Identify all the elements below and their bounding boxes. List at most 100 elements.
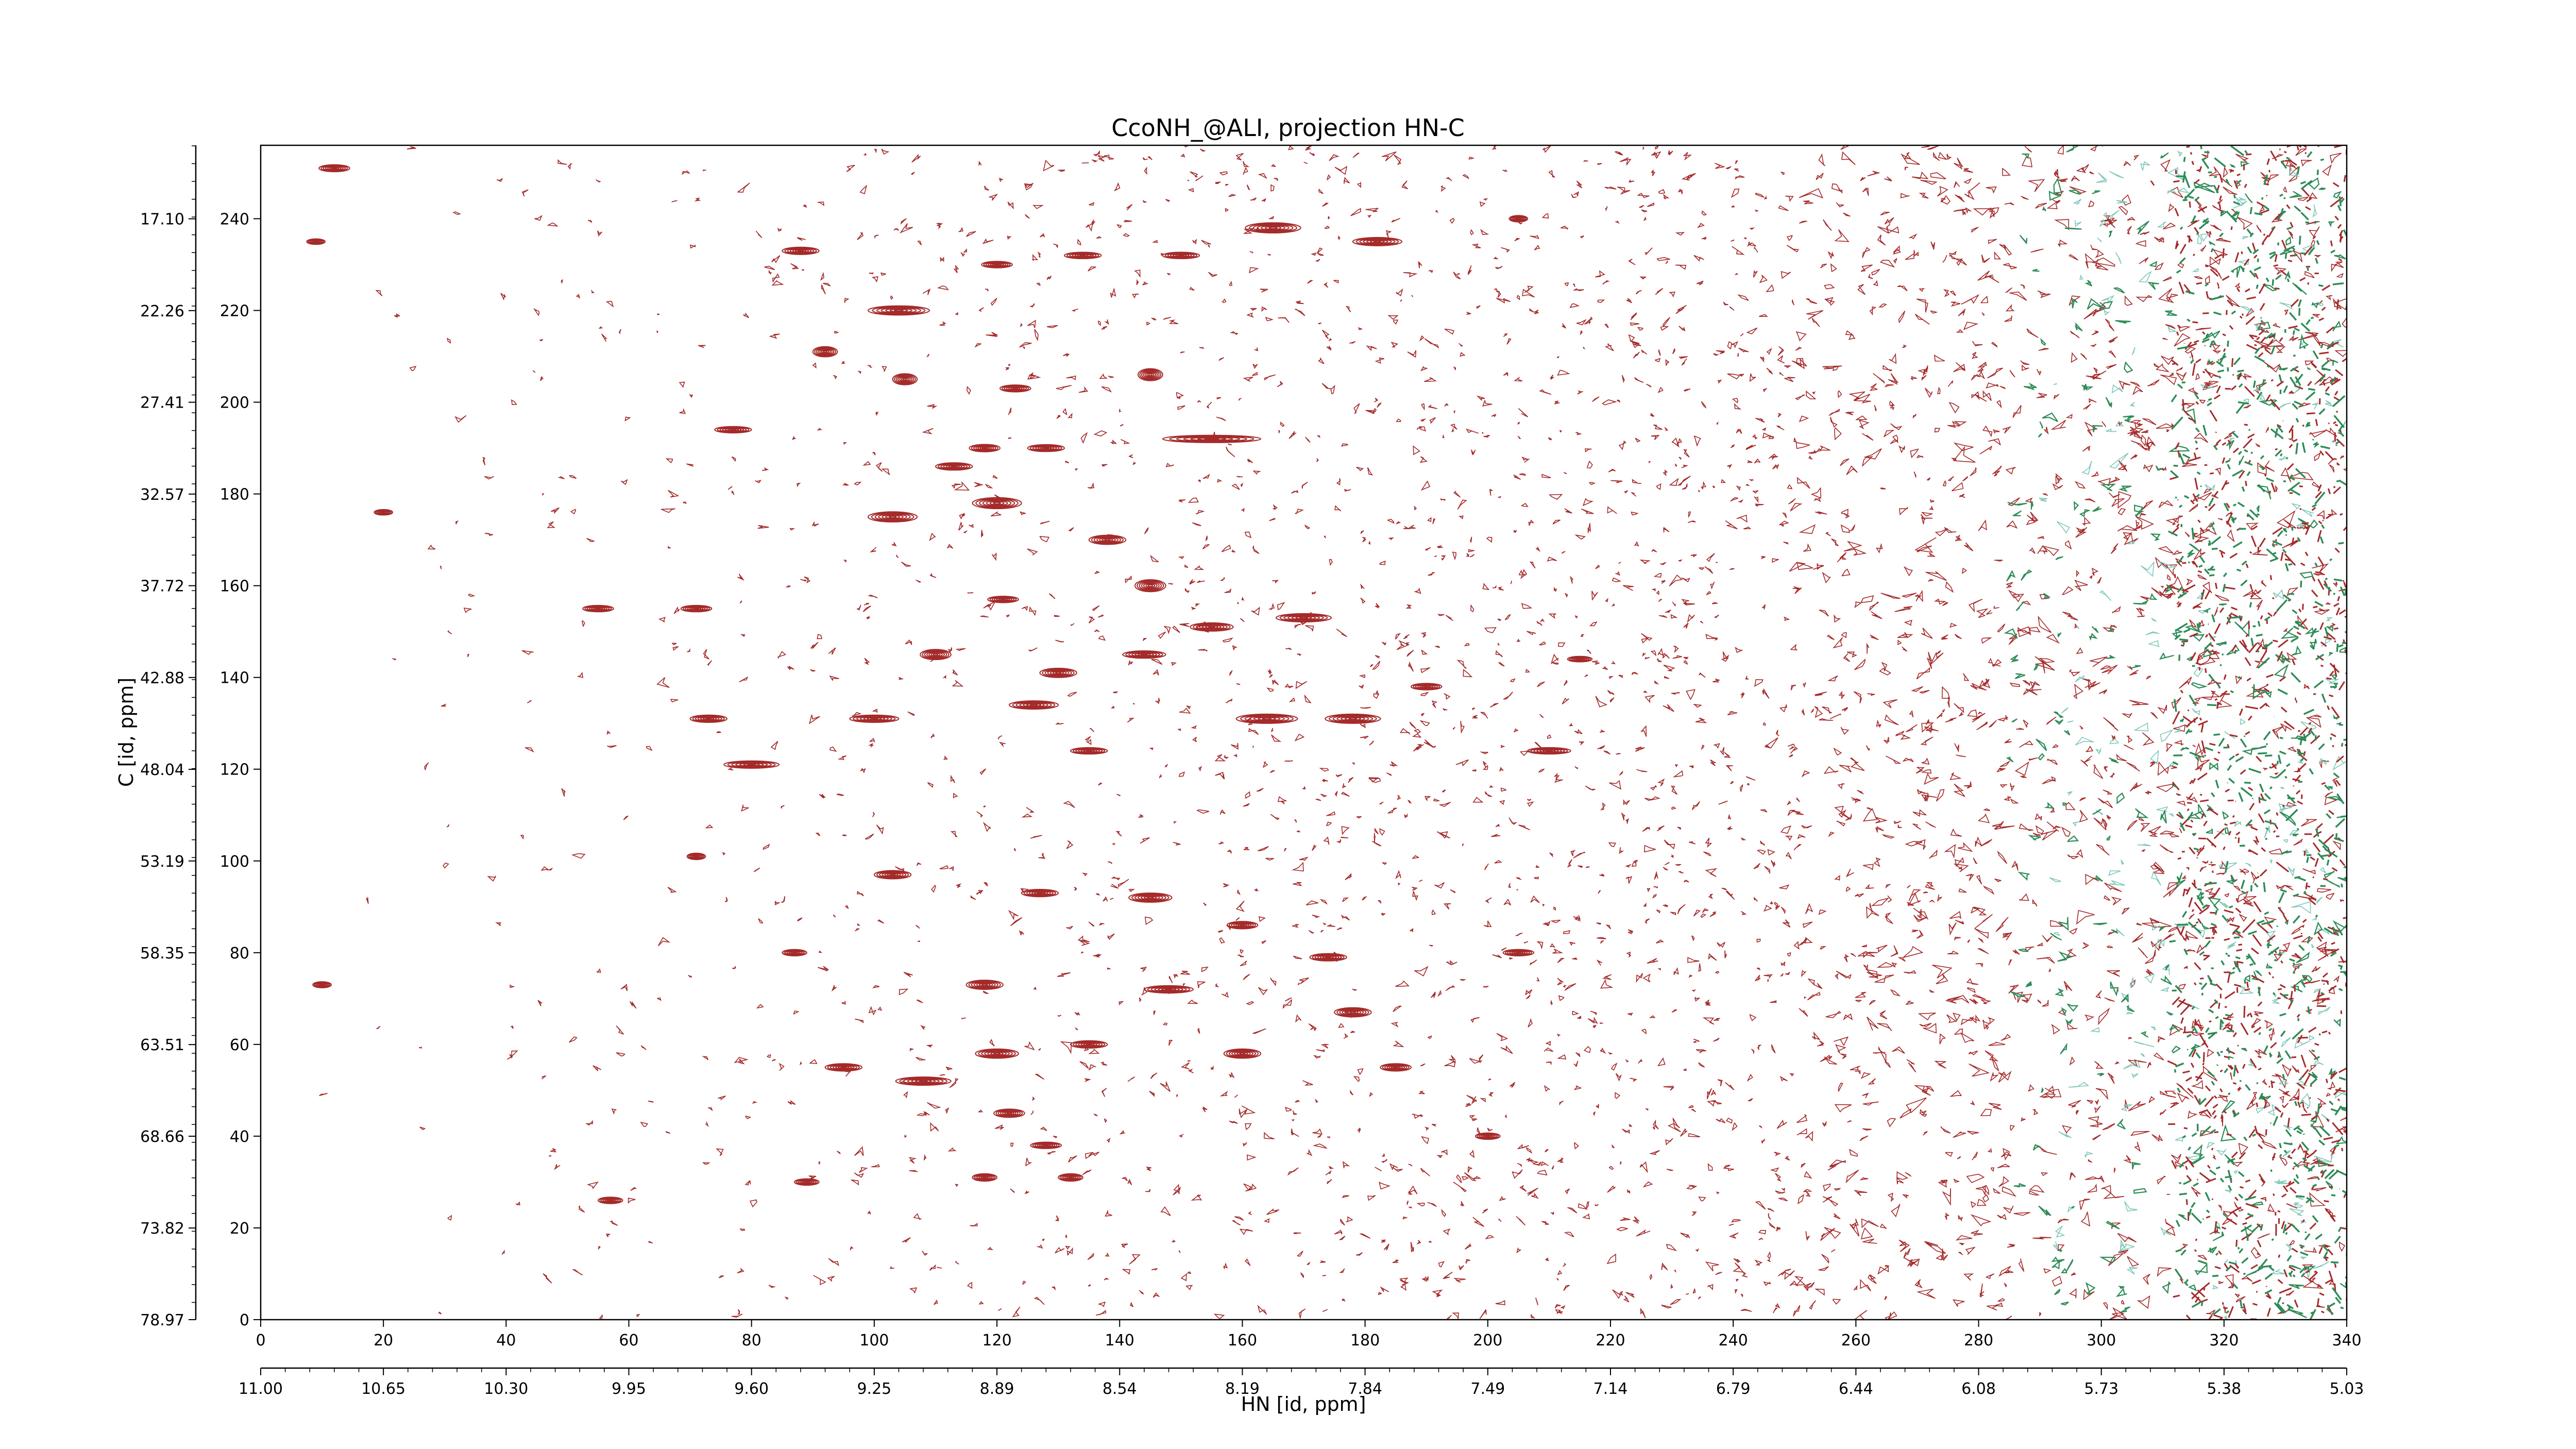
edge-noise-negative [2168, 145, 2347, 1320]
peak-contour-level [782, 246, 820, 255]
peak-contour-level [993, 1108, 1025, 1118]
peak-contour-level [1332, 715, 1374, 723]
peak-contour-level [812, 346, 838, 358]
peak-contour-level [1295, 616, 1312, 620]
peak [1162, 251, 1200, 259]
peak-contour-level [980, 1176, 989, 1179]
peak-contour-level [1325, 713, 1381, 724]
peak-contour-level [930, 652, 941, 656]
peak [993, 1108, 1025, 1118]
peak-contour-level [895, 375, 914, 384]
peak-contour-level [997, 1109, 1021, 1117]
y-ppm-tick-label: 48.04 [140, 761, 184, 779]
peak-contour-level [1231, 1050, 1253, 1057]
peak-contour-level [1567, 655, 1593, 663]
peak [1334, 1007, 1372, 1018]
peak-contour-level [987, 596, 1019, 603]
peak [1162, 434, 1262, 443]
peak-contour-level [1148, 373, 1153, 376]
peak [1380, 1063, 1412, 1072]
peak-contour-level [1322, 955, 1334, 959]
peak-contour-level [374, 509, 394, 516]
peak-contour-level [794, 1178, 820, 1186]
peak-contour-level [705, 717, 712, 720]
peak [1143, 985, 1194, 994]
peak-contour-level [331, 167, 337, 170]
peak-contour-level [1037, 892, 1043, 895]
peak-contour-level [1204, 437, 1219, 440]
peak-contour-level [1516, 951, 1521, 954]
peak-contour-level [1164, 988, 1173, 990]
peak [972, 497, 1022, 510]
peak-contour-level [792, 951, 797, 954]
x-index-tick-label: 20 [374, 1332, 393, 1350]
peak-contour-level [1143, 582, 1158, 589]
peak-contour-level [888, 515, 897, 518]
peak-contour-level [1264, 226, 1282, 230]
peak-contour-level [1475, 1132, 1501, 1140]
x-index-tick-label: 340 [2332, 1332, 2361, 1350]
peak-contour-level [867, 717, 882, 720]
x-index-tick-label: 140 [1105, 1332, 1134, 1350]
peak [1410, 683, 1443, 690]
x-index-tick-label: 100 [859, 1332, 889, 1350]
peak-contour-level [986, 500, 1008, 507]
peak-contour-level [1134, 894, 1166, 902]
peak-contour-level [1083, 1042, 1095, 1046]
peak-contour-level [1328, 714, 1377, 723]
x-index-tick-label: 220 [1596, 1332, 1625, 1350]
peak-contour-level [1352, 237, 1402, 246]
peak-contour-level [595, 608, 601, 610]
x-ppm-tick-label: 6.79 [1716, 1380, 1751, 1398]
peak [1070, 1040, 1108, 1049]
peak-contour-level [1252, 224, 1294, 232]
peak [680, 604, 713, 613]
peak-contour-level [1146, 896, 1154, 899]
peak-contour-level [1139, 581, 1162, 591]
peak [868, 305, 930, 316]
peak-contour-level [981, 1050, 1013, 1058]
noise-contour-light [2039, 145, 2347, 1320]
peak-contour-level [1086, 1043, 1092, 1046]
peak-contour-level [971, 981, 998, 989]
peak [689, 714, 728, 723]
peak-contour-level [999, 1110, 1019, 1116]
peak-contour-level [1104, 538, 1111, 541]
peak-contour-level [1147, 584, 1154, 587]
peak-contour-level [804, 1181, 809, 1183]
x-index-tick-label: 0 [256, 1332, 265, 1350]
peak-contour-level [1140, 895, 1160, 900]
y-ppm-tick-label: 22.26 [140, 302, 184, 321]
peak-contour-level [873, 870, 912, 880]
peak-contour-level [1141, 582, 1160, 590]
peak-contour-level [1258, 717, 1276, 721]
peak-contour-level [1373, 240, 1382, 243]
peak-contour-level [995, 1109, 1023, 1118]
peak-contour-level [1237, 923, 1247, 927]
peak-contour-level [689, 714, 728, 723]
peak-contour-level [1205, 625, 1218, 629]
edge-noise-positive [2167, 145, 2347, 1320]
peak [1138, 368, 1163, 381]
x-axis-label: HN [id, ppm] [1241, 1393, 1366, 1416]
peak-contour-level [598, 1197, 623, 1204]
peak-contour-level [884, 872, 901, 877]
peak-contour-level [880, 307, 917, 314]
peak [981, 261, 1013, 268]
peak-contour-level [984, 1050, 1010, 1057]
peak-contour-level [1299, 616, 1309, 619]
peak-contour-level [885, 515, 901, 519]
peak-contour-level [894, 309, 904, 312]
peak-contour-level [1485, 1135, 1490, 1137]
y-index-tick-label: 140 [220, 669, 249, 687]
peak-contour-level [868, 305, 930, 316]
peak-contour-level [1334, 1007, 1372, 1018]
peak [1502, 949, 1535, 957]
x-ppm-tick-label: 9.25 [857, 1380, 891, 1398]
peak-contour-level [1140, 653, 1148, 656]
peak-contour-level [975, 1048, 1019, 1059]
peak-contour-level [872, 306, 926, 315]
peak-contour-level [1268, 226, 1278, 229]
peak-contour-level [1143, 896, 1157, 900]
x-index-tick-label: 260 [1841, 1332, 1871, 1350]
